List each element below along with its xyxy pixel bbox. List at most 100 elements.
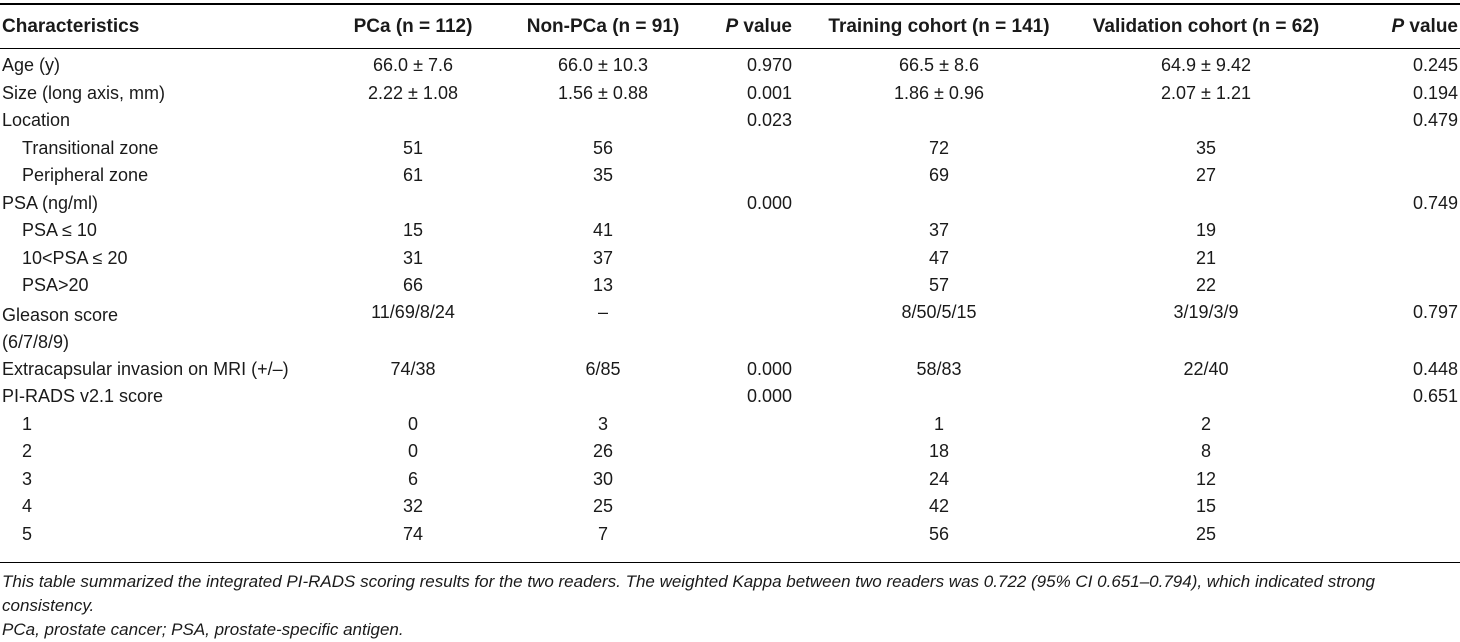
header-p-value-2: P value — [1332, 5, 1460, 48]
cell-validation: 3/19/3/9 — [1173, 301, 1239, 322]
row-label: PSA ≤ 10 — [22, 220, 97, 241]
cell-nonpca: 6/85 — [585, 358, 621, 379]
row-label: Location — [2, 110, 71, 131]
cell-validation: 27 — [1195, 165, 1217, 186]
cell-p1 — [698, 438, 798, 466]
cell-training — [798, 190, 1080, 218]
top-rule — [0, 3, 1460, 5]
row-label: Peripheral zone — [22, 165, 149, 186]
cell-p2 — [1332, 411, 1460, 439]
row-label: Age (y) — [2, 55, 61, 76]
cell-pca: 74/38 — [390, 358, 436, 379]
cell-nonpca: 37 — [592, 247, 614, 268]
table-row: Transitional zone 51 56 72 35 — [0, 135, 1460, 163]
cell-validation — [1080, 107, 1332, 135]
cell-nonpca: 26 — [592, 441, 614, 462]
header-rule — [0, 48, 1460, 49]
cell-pca: 0 — [407, 441, 418, 462]
table-row: 1 0 3 1 2 — [0, 411, 1460, 439]
cell-training: 56 — [928, 523, 950, 544]
cell-nonpca: 66.0 ± 10.3 — [558, 55, 648, 76]
cell-validation: 22/40 — [1183, 358, 1229, 379]
cell-nonpca — [508, 190, 698, 218]
cell-nonpca: 35 — [592, 165, 614, 186]
row-label: 1 — [22, 413, 33, 434]
table-row: PSA (ng/ml) 0.000 0.749 — [0, 190, 1460, 218]
table-row: PSA ≤ 10 15 41 37 19 — [0, 217, 1460, 245]
row-label: PI-RADS v2.1 score — [2, 386, 164, 407]
cell-pca: 32 — [402, 496, 424, 517]
row-label: 2 — [22, 441, 33, 462]
cell-p2 — [1332, 162, 1460, 190]
cell-training: 57 — [928, 275, 950, 296]
characteristics-table: Characteristics PCa (n = 112) Non-PCa (n… — [0, 5, 1460, 548]
cell-training: 69 — [928, 165, 950, 186]
header-validation: Validation cohort (n = 62) — [1092, 15, 1320, 37]
row-label: Gleason score (6/7/8/9) — [2, 304, 119, 352]
cell-training: 72 — [928, 137, 950, 158]
cell-pca: 74 — [402, 523, 424, 544]
table-row: Location 0.023 0.479 — [0, 107, 1460, 135]
cell-p2: 0.651 — [1412, 386, 1458, 407]
cell-nonpca — [508, 383, 698, 411]
cell-validation: 35 — [1195, 137, 1217, 158]
cell-pca: 0 — [407, 413, 418, 434]
cell-training: 1.86 ± 0.96 — [894, 82, 984, 103]
header-pca: PCa (n = 112) — [353, 15, 473, 37]
row-label: 4 — [22, 496, 33, 517]
cell-p1 — [698, 245, 798, 273]
cell-training — [798, 107, 1080, 135]
cell-nonpca: 7 — [597, 523, 608, 544]
cell-training: 42 — [928, 496, 950, 517]
table-row: PSA>20 66 13 57 22 — [0, 272, 1460, 300]
cell-p1 — [698, 493, 798, 521]
cell-pca: 51 — [402, 137, 424, 158]
cell-p2 — [1332, 272, 1460, 300]
cell-validation: 21 — [1195, 247, 1217, 268]
cell-validation: 64.9 ± 9.42 — [1161, 55, 1251, 76]
header-nonpca: Non-PCa (n = 91) — [526, 15, 680, 37]
cell-pca: 6 — [407, 468, 418, 489]
table-row: 5 74 7 56 25 — [0, 521, 1460, 549]
cell-training: 37 — [928, 220, 950, 241]
row-label: 5 — [22, 523, 33, 544]
cell-p2 — [1332, 245, 1460, 273]
cell-validation: 2 — [1200, 413, 1211, 434]
table-row: 2 0 26 18 8 — [0, 438, 1460, 466]
cell-validation: 8 — [1200, 441, 1211, 462]
cell-p2 — [1332, 521, 1460, 549]
cell-p1 — [698, 466, 798, 494]
table-row: 10<PSA ≤ 20 31 37 47 21 — [0, 245, 1460, 273]
cell-training — [798, 383, 1080, 411]
cell-p1 — [698, 162, 798, 190]
cell-training: 58/83 — [916, 358, 962, 379]
cell-p1: 0.001 — [746, 82, 792, 103]
table-row: Age (y) 66.0 ± 7.6 66.0 ± 10.3 0.970 66.… — [0, 48, 1460, 80]
cell-pca: 15 — [402, 220, 424, 241]
cell-p2 — [1332, 438, 1460, 466]
cell-pca: 11/69/8/24 — [371, 301, 455, 322]
cell-p2: 0.448 — [1412, 358, 1458, 379]
row-label: 3 — [22, 468, 33, 489]
cell-p2: 0.797 — [1412, 301, 1458, 322]
cell-nonpca: 13 — [592, 275, 614, 296]
cell-p1: 0.023 — [746, 110, 792, 131]
cell-p1 — [698, 300, 798, 356]
cell-p1 — [698, 521, 798, 549]
cell-pca: 61 — [402, 165, 424, 186]
cell-p1 — [698, 411, 798, 439]
header-p-rest-1: value — [738, 15, 792, 37]
cell-nonpca: 25 — [592, 496, 614, 517]
cell-p2 — [1332, 466, 1460, 494]
cell-p1 — [698, 217, 798, 245]
cell-validation: 2.07 ± 1.21 — [1161, 82, 1251, 103]
row-label: PSA (ng/ml) — [2, 192, 99, 213]
cell-p1: 0.970 — [746, 55, 792, 76]
row-label: 10<PSA ≤ 20 — [22, 247, 128, 268]
cell-p1: 0.000 — [746, 192, 792, 213]
cell-validation — [1080, 190, 1332, 218]
cell-validation: 25 — [1195, 523, 1217, 544]
cell-training: 1 — [933, 413, 944, 434]
cell-pca: 66 — [402, 275, 424, 296]
footnote-line-2: PCa, prostate cancer; PSA, prostate-spec… — [2, 620, 404, 639]
